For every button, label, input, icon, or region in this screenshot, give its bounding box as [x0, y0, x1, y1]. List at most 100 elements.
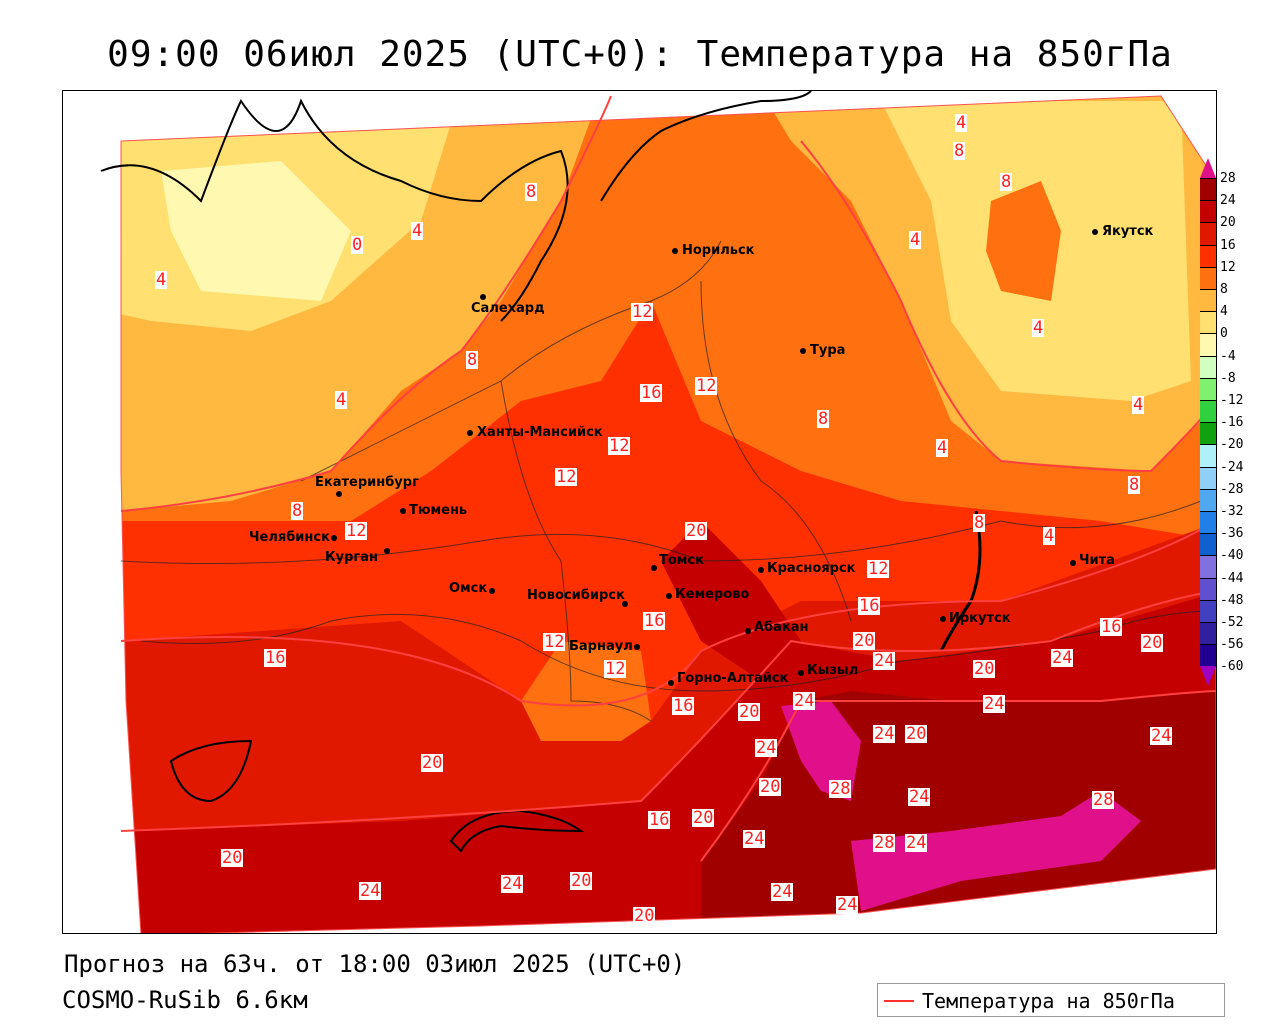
city-dot-icon: [622, 601, 628, 607]
isotherm-label: 24: [501, 874, 524, 894]
city-dot-icon: [666, 593, 672, 599]
isotherm-label: 20: [570, 871, 593, 891]
isotherm-label: 24: [873, 651, 896, 671]
city-name: Томск: [659, 553, 704, 568]
model-name: COSMO-RuSib 6.6км: [62, 986, 308, 1014]
band-8-12-yakutia: [986, 181, 1061, 301]
city-name: Чита: [1079, 553, 1115, 568]
city-dot-icon: [1092, 229, 1098, 235]
isotherm-label: 20: [692, 808, 715, 828]
colorbar-segment: [1200, 466, 1216, 490]
colorbar-segment: [1200, 511, 1216, 535]
isotherm-label: 28: [1092, 790, 1115, 810]
isotherm-label: 24: [755, 738, 778, 758]
isotherm-label: 4: [1132, 395, 1145, 415]
colorbar-tick-label: 12: [1220, 259, 1236, 275]
colorbar-tick-label: -4: [1220, 348, 1236, 364]
city-name: Кызыл: [807, 663, 859, 678]
city-dot-icon: [467, 430, 473, 436]
city-dot-icon: [800, 348, 806, 354]
colorbar-tick-label: -52: [1220, 615, 1244, 630]
band-minus4-0: [161, 161, 351, 301]
isotherm-label: 20: [738, 702, 761, 722]
domain-border: [120, 95, 1216, 933]
colorbar-tick-label: -40: [1220, 548, 1244, 564]
colorbar-tick-label: 20: [1220, 215, 1236, 231]
colorbar-tick-label: -44: [1220, 570, 1244, 586]
colorbar-segment: [1200, 444, 1216, 468]
isotherm-label: 4: [909, 230, 922, 250]
colorbar-segment: [1200, 377, 1216, 401]
isotherm-label: 4: [1032, 318, 1045, 338]
isotherm-label: 12: [604, 659, 627, 679]
isotherm-label: 12: [867, 559, 890, 579]
isotherm-label: 8: [1000, 172, 1013, 192]
city-name: Барнаул: [569, 639, 633, 654]
isotherm-label: 24: [1051, 648, 1074, 668]
city-name: Омск: [449, 581, 488, 596]
colorbar-tick-label: -12: [1220, 393, 1244, 408]
colorbar-tick-label: -20: [1220, 437, 1244, 453]
isotherm-label: 20: [973, 659, 996, 679]
city-name: Красноярск: [767, 561, 856, 576]
colorbar-segment: [1200, 333, 1216, 357]
city-name: Ханты-Мансийск: [477, 425, 603, 440]
colorbar-tick-label: 0: [1220, 326, 1228, 342]
legend: Температура на 850гПа: [877, 983, 1225, 1017]
colorbar-tick-label: -56: [1220, 637, 1244, 653]
band-28-mongolia: [851, 791, 1141, 911]
colorbar-segment: [1200, 289, 1216, 313]
city-name: Новосибирск: [527, 588, 625, 603]
isotherm-label: 24: [743, 829, 766, 849]
isotherm-label: 12: [345, 521, 368, 541]
colorbar-tick-label: -16: [1220, 415, 1244, 431]
isotherm-label: 8: [953, 141, 966, 161]
colorbar-segment: [1200, 555, 1216, 579]
city-name: Тура: [810, 343, 846, 358]
isotherm-label: 20: [853, 631, 876, 651]
colorbar-tick-label: -28: [1220, 481, 1244, 497]
isotherm-label: 28: [829, 779, 852, 799]
isotherm-label: 8: [466, 350, 479, 370]
isotherm-label: 8: [1128, 475, 1141, 495]
isotherm-label: 4: [955, 113, 968, 133]
isotherm-label: 4: [155, 270, 168, 290]
colorbar-segment: [1200, 533, 1216, 557]
isotherm-label: 16: [643, 611, 666, 631]
isotherm-label: 0: [351, 235, 364, 255]
isotherm-label: 28: [873, 833, 896, 853]
colorbar-tick-label: 16: [1220, 237, 1236, 253]
city-dot-icon: [331, 535, 337, 541]
city-dot-icon: [489, 588, 495, 594]
city-name: Иркутск: [949, 611, 1011, 626]
city-name: Горно-Алтайск: [677, 671, 789, 686]
isotherm-label: 12: [695, 376, 718, 396]
isotherm-label: 24: [1150, 726, 1173, 746]
colorbar-segment: [1200, 178, 1216, 202]
isotherm-label: 24: [771, 882, 794, 902]
city-name: Якутск: [1102, 224, 1154, 239]
city-dot-icon: [336, 491, 342, 497]
isotherm-label: 4: [411, 221, 424, 241]
city-dot-icon: [651, 565, 657, 571]
city-dot-icon: [480, 294, 486, 300]
city-name: Екатеринбург: [315, 475, 419, 490]
colorbar-segment: [1200, 200, 1216, 224]
colorbar-tick-label: -60: [1220, 659, 1244, 675]
colorbar-tick-label: 4: [1220, 304, 1228, 320]
isotherm-label: 16: [1100, 617, 1123, 637]
isotherm-label: 24: [905, 833, 928, 853]
map-title: 09:00 06июл 2025 (UTC+0): Температура на…: [107, 34, 1173, 75]
temperature-map[interactable]: 4 8 0 4 4 8 12 16 12 8 4 4 8 4 4 8 4 8 12 12 12 8 12 20 16 12 16 12…: [62, 90, 1217, 934]
isotherm-label: 12: [608, 436, 631, 456]
colorbar-segment: [1200, 244, 1216, 268]
isotherm-label: 20: [685, 521, 708, 541]
colorbar-tick-label: 8: [1220, 282, 1228, 297]
isotherm-label: 4: [335, 390, 348, 410]
city-dot-icon: [672, 248, 678, 254]
colorbar-segment: [1200, 422, 1216, 446]
city-dot-icon: [384, 548, 390, 554]
isotherm-label: 16: [672, 696, 695, 716]
city-dot-icon: [798, 670, 804, 676]
city-name: Норильск: [682, 243, 755, 258]
